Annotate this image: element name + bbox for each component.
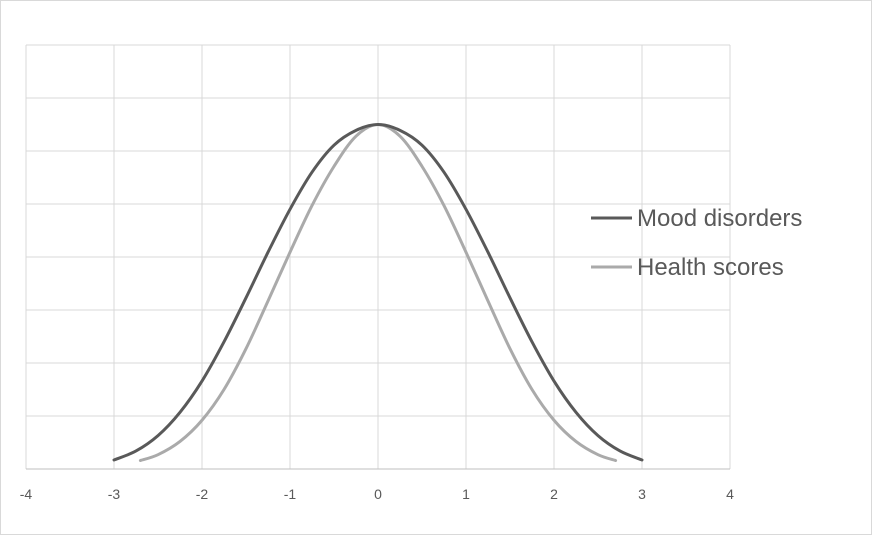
x-tick-label: -4: [20, 486, 33, 502]
x-tick-labels: -4 -3 -2 -1 0 1 2 3 4: [20, 486, 734, 502]
x-tick-label: 3: [638, 486, 646, 502]
x-tick-label: 4: [726, 486, 734, 502]
x-tick-label: -2: [196, 486, 209, 502]
series-lines: [112, 122, 644, 463]
x-tick-label: -1: [284, 486, 297, 502]
x-tick-label: 2: [550, 486, 558, 502]
x-tick-label: -3: [108, 486, 121, 502]
series-line-mood-disorders: [112, 122, 644, 462]
legend-label: Health scores: [637, 254, 784, 281]
legend-label: Mood disorders: [637, 205, 802, 232]
x-tick-label: 0: [374, 486, 382, 502]
legend: Mood disorders Health scores: [591, 205, 802, 281]
grid: [25, 44, 731, 470]
x-tick-label: 1: [462, 486, 470, 502]
